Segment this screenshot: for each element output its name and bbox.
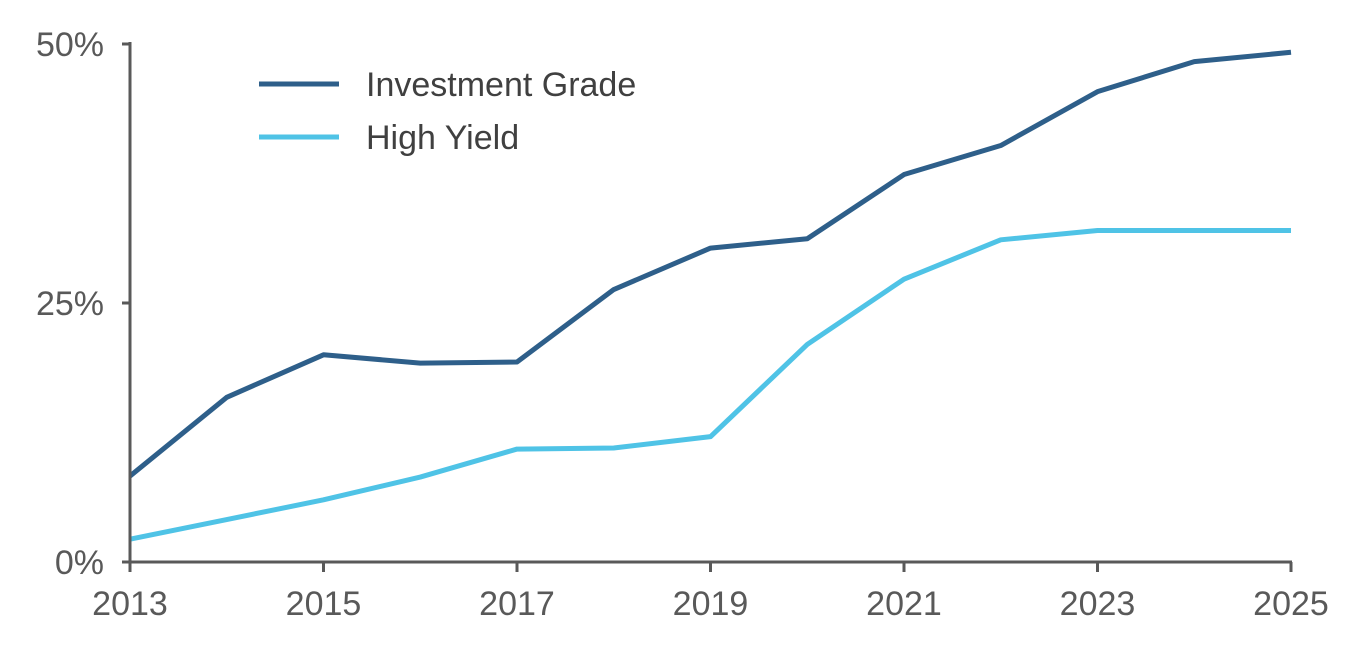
legend: Investment Grade High Yield: [259, 66, 636, 157]
legend-label-investment-grade: Investment Grade: [366, 66, 636, 104]
series-line-investment-grade: [128, 49, 1292, 478]
series-line-high-yield: [129, 227, 1291, 542]
x-tick-label: 2021: [866, 585, 942, 623]
x-tick-label: 2017: [479, 585, 555, 623]
x-tick-label: 2013: [92, 585, 168, 623]
y-tick-label: 25%: [36, 285, 104, 323]
y-tick-label: 50%: [36, 26, 104, 64]
x-tick-label: 2025: [1253, 585, 1329, 623]
series-layer: [128, 49, 1292, 542]
y-tick-label: 0%: [55, 544, 104, 582]
axes: [122, 42, 1293, 572]
legend-label-high-yield: High Yield: [366, 119, 519, 157]
tick-labels: 0% 25% 50% 2013 2015 2017 2019 2021 2023 2025: [36, 26, 1329, 623]
x-tick-label: 2023: [1060, 585, 1136, 623]
x-tick-label: 2015: [286, 585, 362, 623]
x-tick-label: 2019: [673, 585, 749, 623]
